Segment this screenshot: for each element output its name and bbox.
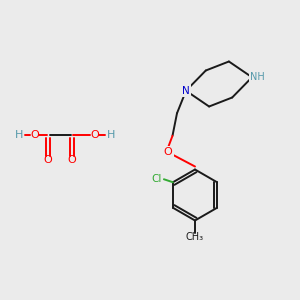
Text: O: O bbox=[44, 154, 52, 165]
Text: O: O bbox=[68, 154, 76, 165]
Text: H: H bbox=[107, 130, 115, 140]
Text: O: O bbox=[30, 130, 39, 140]
Text: O: O bbox=[90, 130, 99, 140]
Text: NH: NH bbox=[250, 72, 265, 82]
Text: N: N bbox=[182, 86, 190, 96]
Text: H: H bbox=[15, 130, 24, 140]
Text: O: O bbox=[164, 147, 172, 157]
Text: Cl: Cl bbox=[151, 174, 162, 184]
Text: CH₃: CH₃ bbox=[186, 232, 204, 242]
